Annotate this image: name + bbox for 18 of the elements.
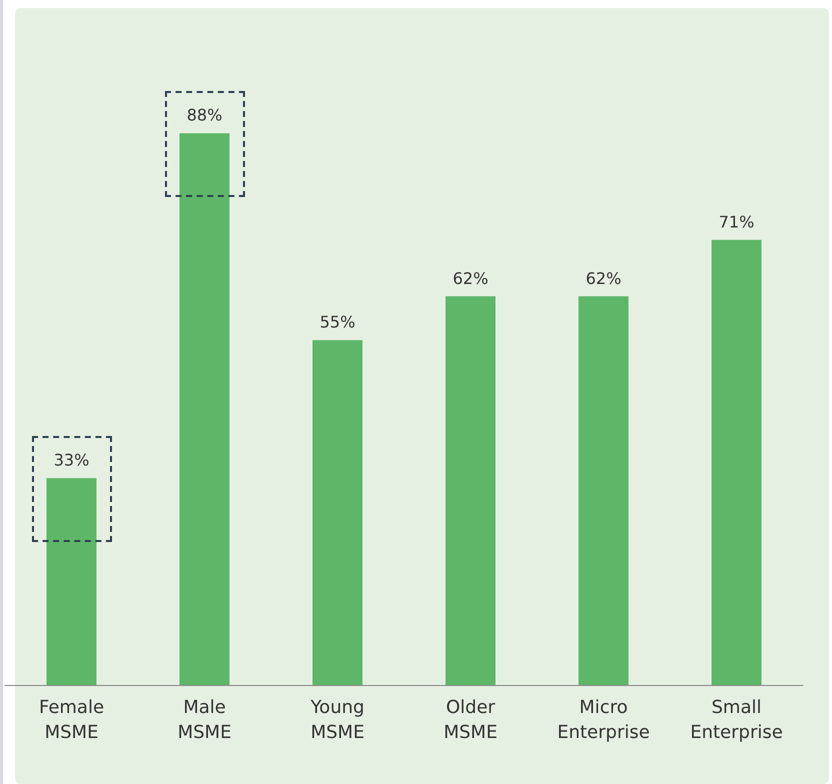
data-label: 62% [452,268,488,288]
data-label: 71% [718,212,754,232]
bar [46,478,96,685]
x-tick-label: Small Enterprise [690,697,783,743]
x-tick-label: Male MSME [178,697,232,743]
data-label: 62% [586,268,622,288]
bar [446,296,496,685]
bar [312,340,362,685]
x-tick-label: Micro Enterprise [557,697,650,743]
bar [712,240,762,685]
x-tick-label: Female MSME [38,697,104,743]
bar [578,296,628,685]
data-label: 88% [186,106,222,125]
x-tick-label: Young MSME [310,697,364,743]
data-label: 33% [54,450,90,470]
bar [180,133,230,685]
data-label: 55% [320,312,356,332]
x-tick-label: Older MSME [444,697,498,743]
